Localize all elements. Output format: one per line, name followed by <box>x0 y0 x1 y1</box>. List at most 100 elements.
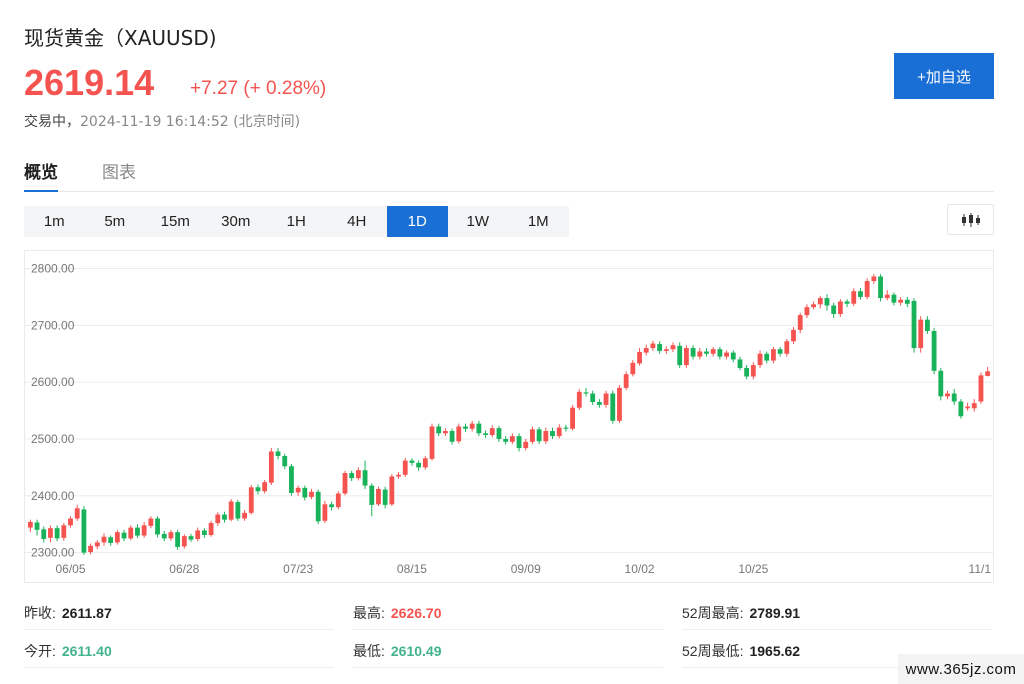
candle-body <box>81 509 87 553</box>
candle <box>851 288 857 307</box>
candle-body <box>757 353 763 366</box>
candle <box>54 525 60 542</box>
candle-body <box>530 429 535 442</box>
candlestick-icon <box>961 212 980 227</box>
candle-body <box>309 491 314 497</box>
candle <box>429 423 435 461</box>
candle <box>309 488 314 500</box>
candle <box>724 350 729 360</box>
stat-label: 52周最低: <box>682 642 744 659</box>
candle-body <box>837 301 843 314</box>
period-1h[interactable]: 1H <box>286 213 306 230</box>
candle <box>858 287 863 300</box>
candle-body <box>550 431 555 437</box>
candle <box>596 399 602 408</box>
candlestick-chart: 2800.00 2700.00 2600.00 2500.00 2400.00 2300.… <box>25 262 993 576</box>
tab-chart[interactable]: 图表 <box>102 163 136 183</box>
candle <box>463 423 468 433</box>
candle <box>168 529 174 541</box>
candle <box>730 350 736 363</box>
candle <box>128 525 134 541</box>
candle <box>971 399 977 412</box>
candle-body <box>436 426 442 434</box>
candle-body <box>891 294 897 303</box>
candle <box>771 346 776 364</box>
candle <box>201 528 207 538</box>
stat-value: 2611.87 <box>61 604 112 621</box>
candle <box>456 423 462 444</box>
candle-body <box>396 474 401 477</box>
candle-body <box>121 532 127 539</box>
candle-body <box>469 423 475 429</box>
candle-body <box>824 298 830 306</box>
candle <box>449 428 455 445</box>
candle-body <box>295 487 301 493</box>
price-chart[interactable]: 2800.00 2700.00 2600.00 2500.00 2400.00 2300.… <box>24 250 994 583</box>
candle-body <box>864 281 870 297</box>
stat-label: 52周最高: <box>682 604 744 621</box>
candle-body <box>181 536 187 547</box>
candle <box>355 467 361 481</box>
candle <box>141 521 147 538</box>
tab-overview[interactable]: 概览 <box>24 158 58 192</box>
candle-body <box>215 514 221 524</box>
candle <box>690 345 696 360</box>
candle-body <box>690 348 696 357</box>
candle <box>610 390 616 424</box>
candle-body <box>201 530 207 535</box>
period-4h[interactable]: 4H <box>347 213 367 230</box>
candle-body <box>208 523 214 535</box>
stat-label: 最高: <box>353 604 385 621</box>
y-tick-label: 2400.00 <box>31 489 75 503</box>
stat-label: 最低: <box>353 642 385 659</box>
candle <box>871 274 877 284</box>
candle-body <box>603 393 609 405</box>
period-1m[interactable]: 1m <box>43 213 65 230</box>
candle <box>623 371 629 391</box>
candle-body <box>911 300 917 349</box>
candle-body <box>195 530 201 539</box>
y-tick-label: 2800.00 <box>31 262 75 276</box>
candle-body <box>670 345 676 350</box>
y-tick-label: 2600.00 <box>31 375 75 389</box>
candle-body <box>402 460 408 475</box>
candle-body <box>349 473 355 479</box>
candle-body <box>503 438 509 442</box>
stat-value: 2610.49 <box>390 642 442 659</box>
candle-body <box>168 532 174 539</box>
period-1mo[interactable]: 1M <box>527 213 549 230</box>
candle <box>402 457 408 478</box>
candle-body <box>871 276 877 282</box>
candle-body <box>155 518 160 535</box>
x-tick-label: 09/09 <box>511 562 541 576</box>
candle-body <box>637 352 642 364</box>
candle-body <box>938 370 944 397</box>
chart-type-button[interactable] <box>947 204 994 235</box>
stat-value: 2626.70 <box>390 604 442 621</box>
candle-body <box>449 431 455 442</box>
period-1w[interactable]: 1W <box>466 213 490 230</box>
candle <box>530 426 535 445</box>
period-15m[interactable]: 15m <box>160 213 190 230</box>
stat-value: 1965.62 <box>749 642 801 659</box>
period-5m[interactable]: 5m <box>104 213 126 230</box>
candle <box>255 484 261 495</box>
candle <box>148 516 154 529</box>
candle <box>884 290 890 301</box>
candle <box>208 520 214 537</box>
candle <box>422 456 428 470</box>
candle-body <box>918 319 924 349</box>
candle <box>335 491 341 510</box>
candle-body <box>262 482 268 492</box>
candle-body <box>945 393 950 397</box>
candle-body <box>978 375 984 402</box>
candle <box>302 485 308 501</box>
candle-body <box>101 536 107 543</box>
candle-body <box>556 427 562 437</box>
candle-body <box>242 512 247 519</box>
candle-body <box>41 529 47 539</box>
stat-prev-close: 昨收: 2611.87 <box>24 596 334 630</box>
period-1d[interactable]: 1D <box>387 206 448 237</box>
period-30m[interactable]: 30m <box>221 213 251 230</box>
add-to-watchlist-button[interactable]: +加自选 <box>894 53 994 99</box>
